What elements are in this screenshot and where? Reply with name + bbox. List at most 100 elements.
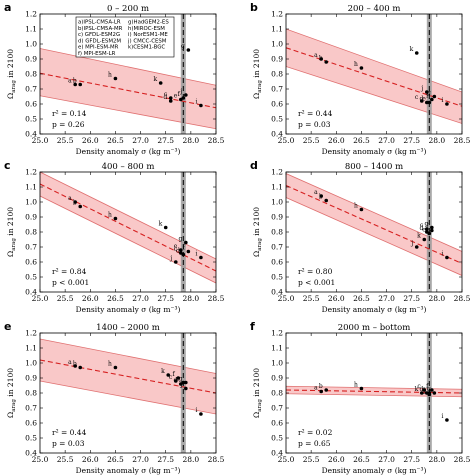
point-label: a [68, 78, 72, 85]
x-tick-label: 25.0 [32, 455, 49, 464]
panel-title: 400 – 800 m [102, 162, 155, 172]
x-tick-label: 28.0 [183, 294, 200, 303]
point-label: g [178, 236, 182, 243]
x-tick-label: 27.0 [132, 455, 149, 464]
x-axis-label: Density anomaly σ (kg m⁻³) [322, 466, 427, 475]
y-tick-label: 0.5 [271, 115, 283, 124]
y-tick-label: 0.5 [25, 434, 37, 443]
panel-title: 0 – 200 m [107, 4, 149, 14]
y-tick-label: 0.9 [271, 213, 283, 222]
panel-title: 200 – 400 m [348, 4, 401, 14]
data-point [199, 412, 203, 416]
y-tick-label: 1.1 [271, 25, 283, 34]
point-label: j [410, 240, 413, 247]
x-tick-label: 27.0 [378, 455, 395, 464]
data-point [319, 57, 324, 61]
point-label: e [422, 386, 426, 393]
y-tick-label: 0.9 [271, 55, 283, 64]
y-axis-label: Ωarag in 2100 [6, 368, 17, 418]
x-tick-label: 28.0 [429, 455, 446, 464]
legend-entry: k)CESM1-BGC [128, 45, 165, 51]
legend-entry: a)IPSL-CM5A-LR [78, 20, 121, 26]
y-tick-label: 1.0 [271, 198, 283, 207]
x-tick-label: 26.0 [82, 455, 99, 464]
r-squared-text: r² = 0.02 [298, 428, 333, 437]
panel-letter: f [250, 320, 255, 333]
data-point [425, 90, 429, 94]
x-tick-label: 27.5 [403, 136, 420, 145]
y-tick-label: 0.4 [25, 288, 37, 297]
panel-letter: e [4, 320, 11, 333]
x-tick-label: 25.0 [32, 294, 49, 303]
x-axis-label: Density anomaly σ (kg m⁻³) [76, 466, 181, 475]
x-tick-label: 25.5 [57, 136, 74, 145]
y-tick-label: 0.4 [25, 449, 37, 458]
point-label: j [420, 85, 423, 92]
data-point [319, 194, 324, 198]
point-label: k [159, 221, 163, 228]
point-label: h [354, 61, 358, 68]
x-tick-label: 25.5 [57, 455, 74, 464]
x-tick-label: 26.5 [107, 136, 124, 145]
panel-letter: c [4, 159, 11, 172]
data-point [427, 231, 432, 236]
x-tick-label: 28.0 [429, 136, 446, 145]
x-tick-label: 28.0 [183, 455, 200, 464]
point-label: f [178, 91, 181, 98]
point-label: e [174, 93, 178, 100]
r-squared-text: r² = 0.84 [52, 267, 87, 276]
point-label: c [420, 222, 424, 229]
point-label: i [441, 97, 443, 104]
point-label: k [161, 368, 165, 375]
y-axis-label: Ωarag in 2100 [6, 207, 17, 257]
x-tick-label: 26.5 [353, 136, 370, 145]
panel-title: 2000 m – bottom [338, 323, 411, 333]
y-tick-label: 1.0 [25, 40, 37, 49]
p-value-text: p < 0.001 [52, 278, 89, 287]
data-point [445, 255, 449, 260]
point-label: a [314, 189, 318, 196]
y-tick-label: 0.9 [25, 55, 37, 64]
y-axis-label: Ωarag in 2100 [252, 368, 263, 418]
data-point [419, 99, 424, 103]
y-tick-label: 0.5 [271, 273, 283, 282]
p-value-text: p = 0.26 [52, 120, 85, 129]
x-tick-label: 26.0 [328, 136, 345, 145]
point-label: d [173, 377, 177, 384]
point-label: i [195, 251, 197, 258]
data-point [168, 96, 173, 100]
point-label: d [176, 248, 180, 255]
data-point [359, 386, 364, 391]
point-label: i [195, 99, 197, 106]
data-point [430, 228, 434, 233]
data-point [324, 388, 329, 392]
point-label: f [183, 245, 186, 252]
point-label: a [314, 385, 318, 392]
point-label: h [354, 382, 358, 389]
x-tick-label: 27.0 [132, 294, 149, 303]
legend-entry: d) GFDL-ESM2M [78, 38, 121, 44]
x-axis-label: Density anomaly σ (kg m⁻³) [322, 147, 427, 156]
y-tick-label: 0.8 [25, 70, 37, 79]
regression-line [40, 359, 216, 394]
x-tick-label: 27.5 [157, 294, 174, 303]
x-tick-label: 28.5 [454, 294, 471, 303]
y-tick-label: 0.8 [271, 389, 283, 398]
x-tick-label: 27.5 [403, 455, 420, 464]
point-label: j [423, 388, 426, 395]
x-tick-label: 26.5 [353, 455, 370, 464]
data-point [168, 99, 173, 103]
data-point [359, 66, 364, 70]
y-tick-label: 0.6 [25, 258, 37, 267]
point-label: g [424, 221, 428, 228]
panel-letter: a [4, 1, 11, 14]
regression-line [40, 183, 216, 272]
x-tick-label: 25.0 [278, 455, 295, 464]
y-tick-label: 0.7 [25, 243, 37, 252]
y-tick-label: 0.6 [271, 258, 283, 267]
